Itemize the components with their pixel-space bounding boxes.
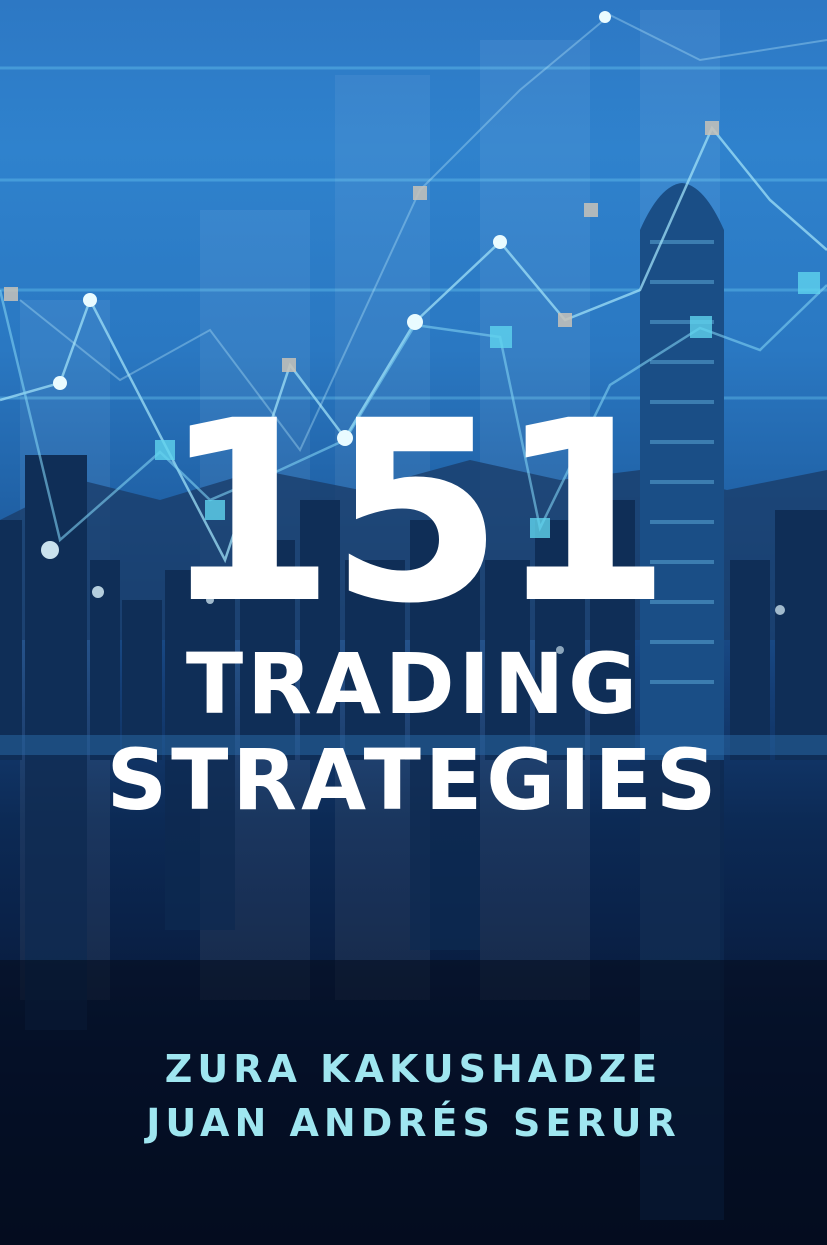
skyline [0, 455, 827, 760]
author-2: JUAN ANDRÉS SERUR [146, 1101, 681, 1145]
chart-line-1 [0, 125, 827, 564]
tower-windows [650, 240, 714, 684]
title-line-strategies: STRATEGIES [106, 731, 721, 829]
chart-markers [4, 11, 820, 538]
author-1: ZURA KAKUSHADZE [164, 1047, 663, 1091]
waterline [0, 735, 827, 755]
water-shade [0, 960, 827, 1245]
title-number: 151 [161, 367, 672, 658]
city-lights [41, 541, 785, 694]
title-line-trading: TRADING [185, 635, 642, 733]
